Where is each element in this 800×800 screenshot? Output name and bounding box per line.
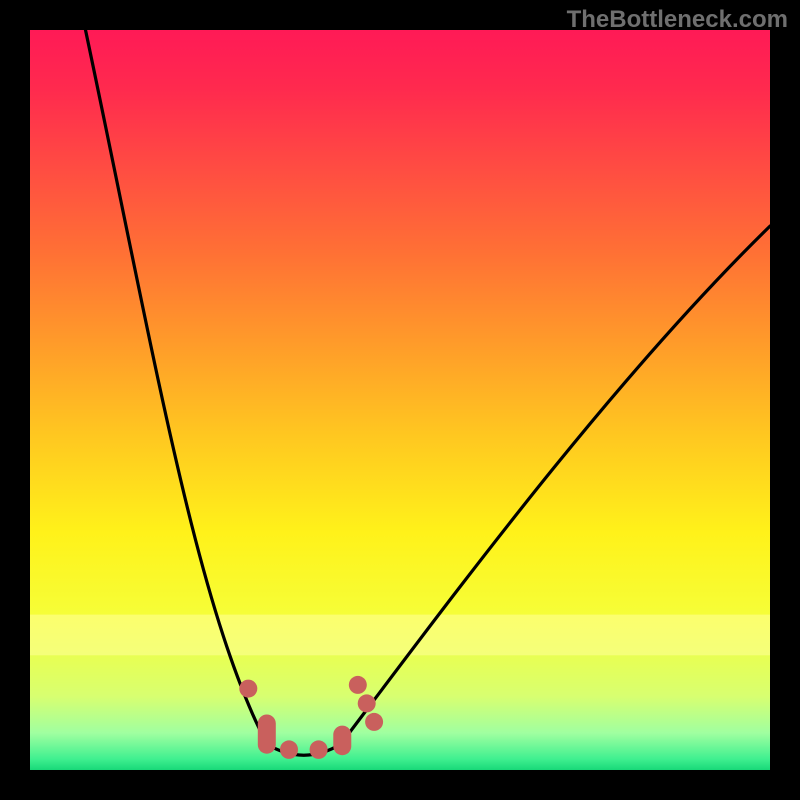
watermark-text: TheBottleneck.com: [567, 6, 788, 34]
valley-marker-bar: [258, 715, 276, 754]
valley-marker-bar: [310, 740, 328, 759]
valley-marker-dot: [365, 713, 383, 731]
valley-marker-dot: [239, 680, 257, 698]
highlight-band: [30, 615, 770, 656]
valley-marker-bar: [333, 726, 351, 756]
valley-marker-bar: [280, 740, 298, 759]
plot-background: [30, 30, 770, 770]
valley-marker-dot: [349, 676, 367, 694]
chart-frame: TheBottleneck.com: [0, 0, 800, 800]
valley-marker-dot: [358, 694, 376, 712]
chart-svg: [0, 0, 800, 800]
